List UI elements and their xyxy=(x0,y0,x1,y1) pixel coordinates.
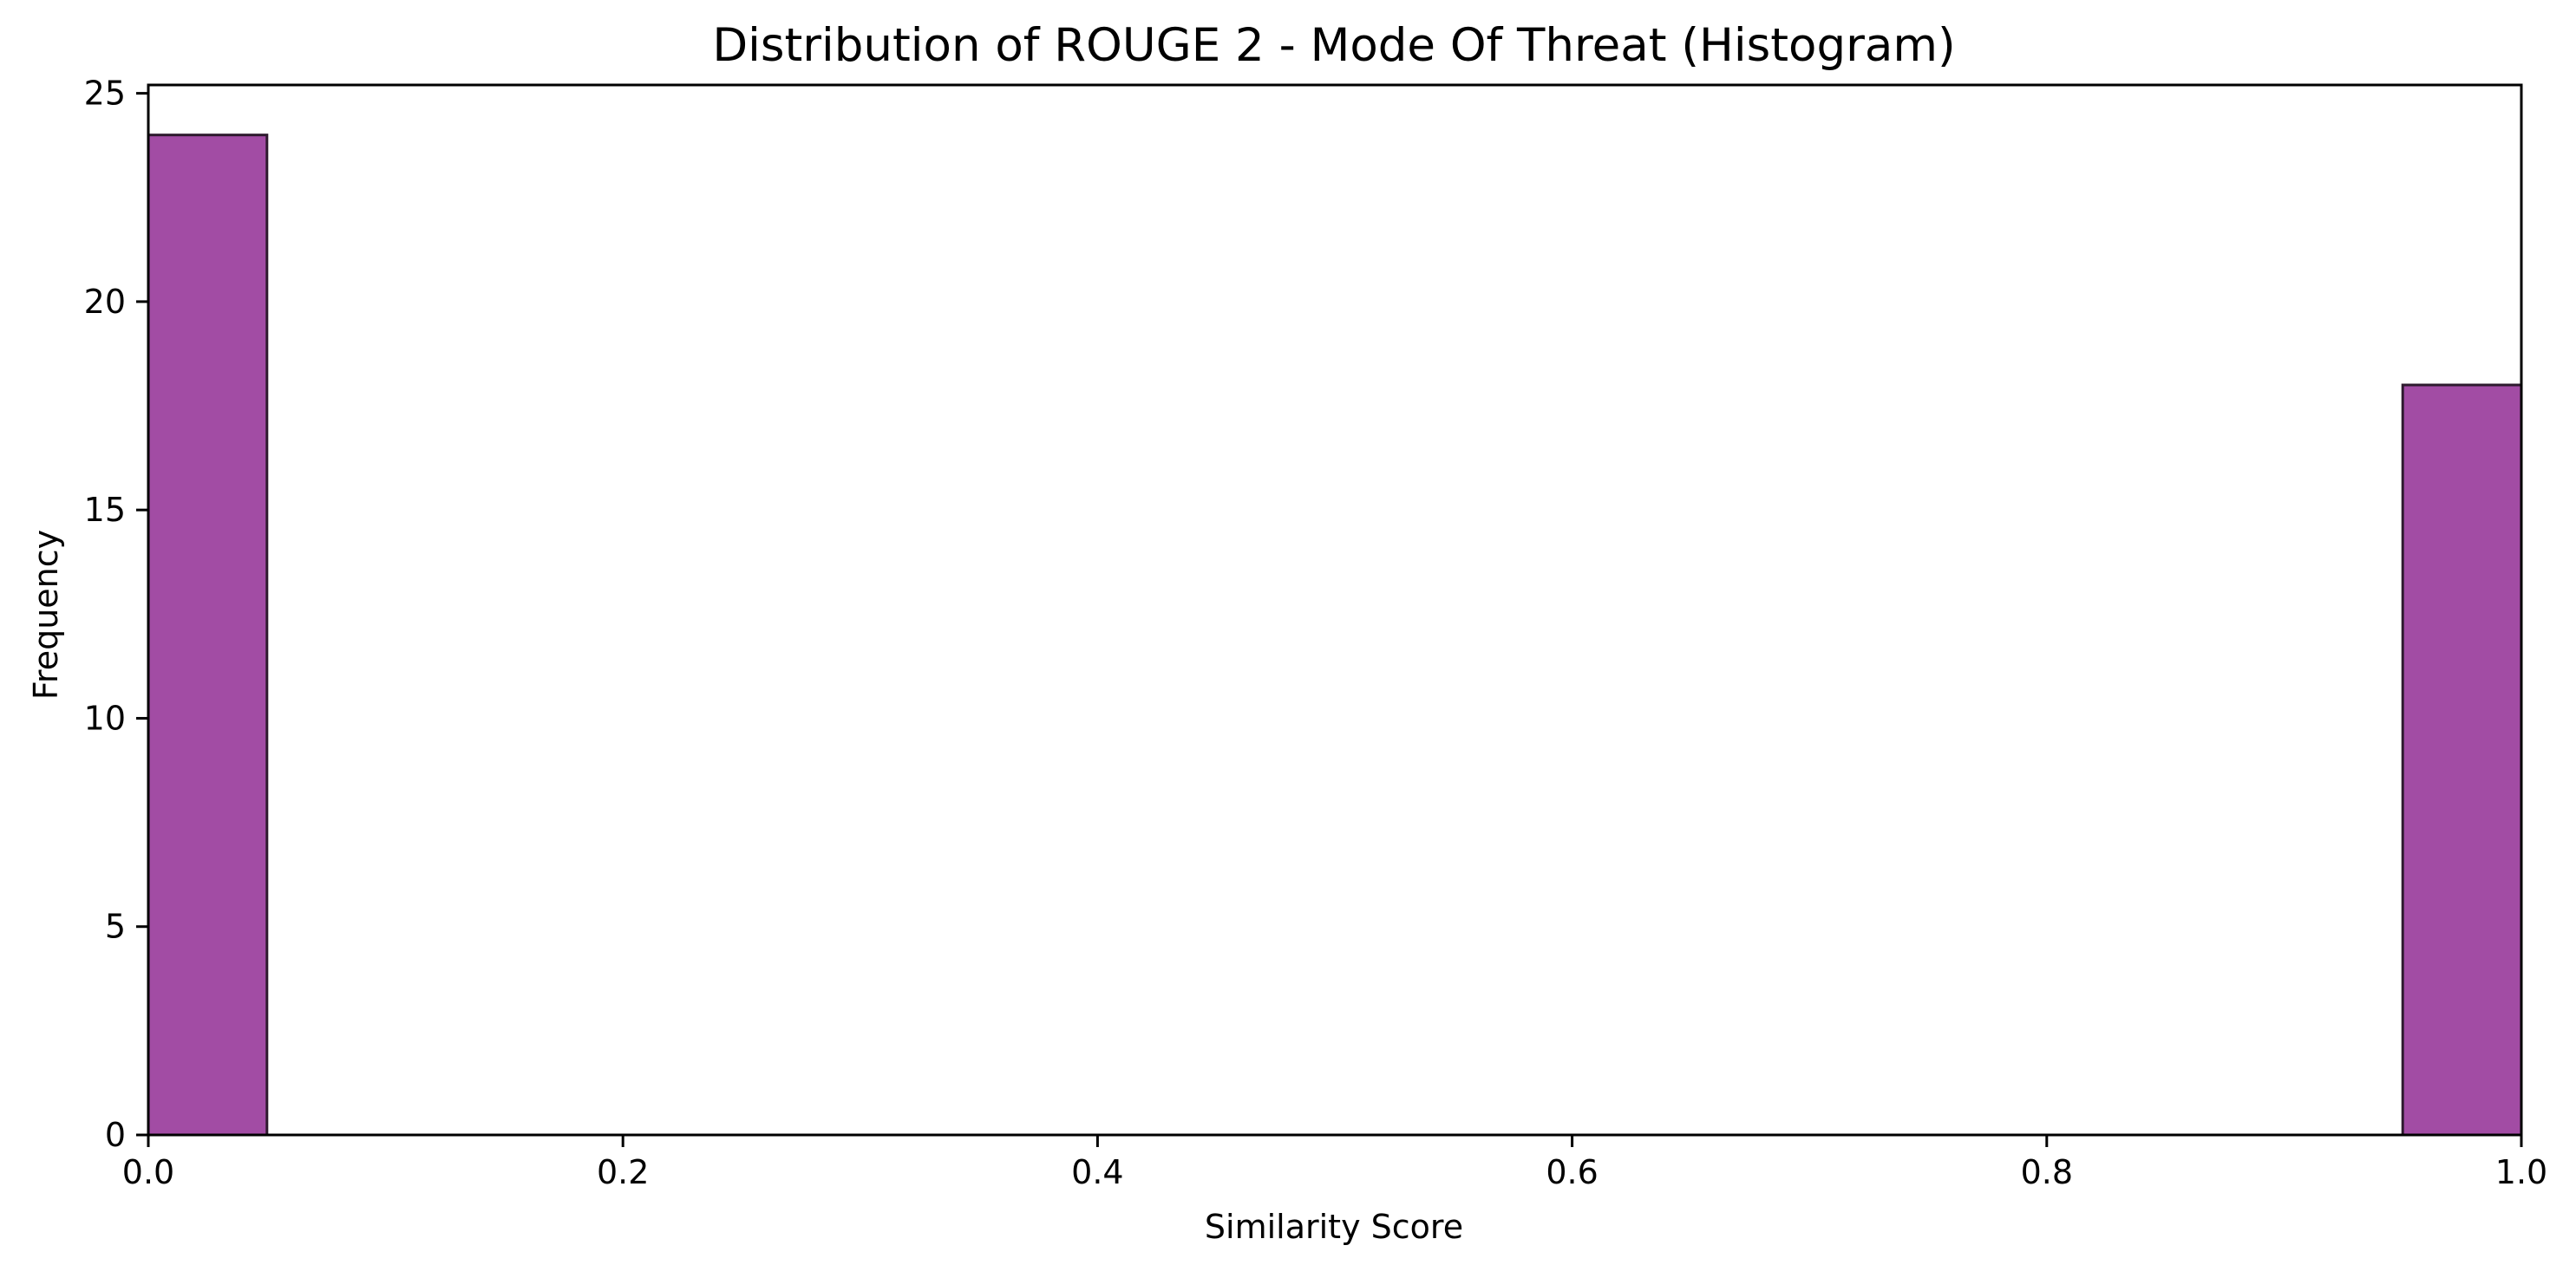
x-axis-label: Similarity Score xyxy=(1205,1208,1463,1246)
x-tick-label: 0.8 xyxy=(2021,1153,2073,1191)
y-axis-ticks: 0 5 10 15 20 25 xyxy=(84,75,148,1154)
y-tick-label: 25 xyxy=(84,75,126,113)
y-tick-label: 0 xyxy=(105,1116,126,1154)
plot-frame xyxy=(147,83,2523,1137)
histogram-bar-0 xyxy=(147,134,269,1137)
x-tick-label: 0.6 xyxy=(1546,1153,1598,1191)
x-tick-label: 0.4 xyxy=(1071,1153,1123,1191)
x-tick-label: 0.0 xyxy=(122,1153,174,1191)
x-axis-ticks: 0.0 0.2 0.4 0.6 0.8 1.0 xyxy=(122,1135,2547,1191)
y-tick-label: 20 xyxy=(84,283,126,321)
x-tick-label: 0.2 xyxy=(597,1153,649,1191)
y-tick-label: 10 xyxy=(84,699,126,737)
chart-title: Distribution of ROUGE 2 - Mode Of Threat… xyxy=(712,19,1955,72)
bars-layer xyxy=(147,134,2523,1137)
y-tick-label: 15 xyxy=(84,491,126,529)
histogram-bar-1 xyxy=(2401,383,2523,1137)
y-axis-label: Frequency xyxy=(27,530,65,700)
y-tick-label: 5 xyxy=(105,908,126,946)
x-tick-label: 1.0 xyxy=(2495,1153,2547,1191)
